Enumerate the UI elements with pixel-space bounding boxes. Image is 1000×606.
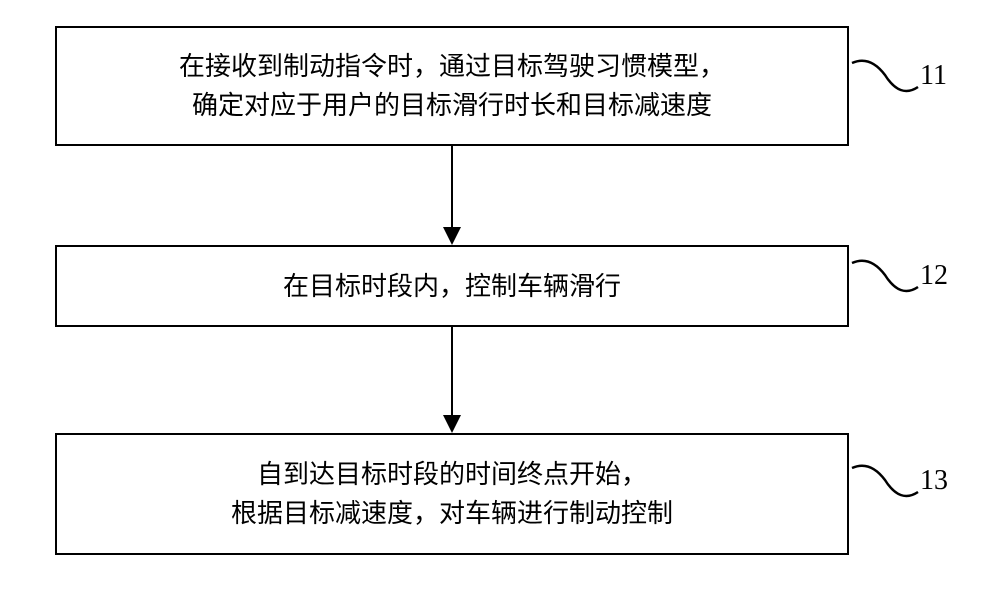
brace-2 xyxy=(850,255,920,305)
flow-node-3-line2: 根据目标减速度，对车辆进行制动控制 xyxy=(231,494,673,533)
brace-3 xyxy=(850,460,920,510)
flowchart-canvas: 在接收到制动指令时，通过目标驾驶习惯模型， 确定对应于用户的目标滑行时长和目标减… xyxy=(0,0,1000,606)
flow-node-2-line1: 在目标时段内，控制车辆滑行 xyxy=(283,267,621,306)
arrow-2-head xyxy=(443,415,461,433)
flow-node-1-line2: 确定对应于用户的目标滑行时长和目标减速度 xyxy=(192,86,712,125)
arrow-1-head xyxy=(443,227,461,245)
flow-node-1-line1: 在接收到制动指令时，通过目标驾驶习惯模型， xyxy=(179,47,725,86)
flow-label-3: 13 xyxy=(920,465,948,497)
flow-label-2: 12 xyxy=(920,260,948,292)
arrow-2-shaft xyxy=(451,327,453,415)
brace-1 xyxy=(850,55,920,105)
flow-node-1: 在接收到制动指令时，通过目标驾驶习惯模型， 确定对应于用户的目标滑行时长和目标减… xyxy=(55,26,849,146)
flow-node-3: 自到达目标时段的时间终点开始， 根据目标减速度，对车辆进行制动控制 xyxy=(55,433,849,555)
flow-node-3-line1: 自到达目标时段的时间终点开始， xyxy=(257,455,647,494)
flow-label-1: 11 xyxy=(920,60,947,92)
arrow-1-shaft xyxy=(451,146,453,227)
flow-node-2: 在目标时段内，控制车辆滑行 xyxy=(55,245,849,327)
